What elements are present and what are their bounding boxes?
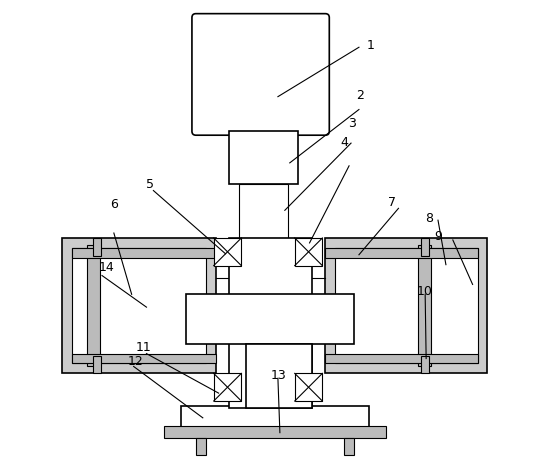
Bar [214, 238, 241, 266]
Bar [214, 373, 241, 401]
Bar [62, 238, 216, 373]
Bar [164, 426, 386, 438]
Bar [229, 131, 298, 184]
Bar [295, 238, 322, 266]
Text: 12: 12 [127, 354, 143, 368]
Text: 13: 13 [270, 370, 286, 382]
Bar [418, 245, 431, 366]
Bar [421, 238, 429, 256]
Text: 14: 14 [98, 261, 114, 274]
Bar [344, 438, 354, 455]
Text: 9: 9 [434, 229, 442, 243]
Bar [295, 373, 322, 401]
Text: 5: 5 [147, 178, 155, 191]
Text: 10: 10 [417, 285, 433, 297]
Bar [246, 344, 312, 408]
Bar [239, 184, 288, 238]
Text: 11: 11 [136, 340, 151, 354]
Bar [325, 248, 478, 258]
Bar [335, 248, 478, 363]
Bar [72, 248, 206, 363]
Bar [87, 245, 100, 366]
Bar [421, 355, 429, 373]
Text: 7: 7 [388, 196, 396, 209]
Text: 4: 4 [340, 136, 348, 149]
Bar [325, 354, 478, 363]
Bar [93, 355, 101, 373]
FancyBboxPatch shape [192, 14, 329, 135]
Bar [325, 238, 487, 373]
Bar [72, 248, 216, 258]
Bar [72, 354, 216, 363]
Bar [196, 438, 206, 455]
Text: 8: 8 [426, 212, 433, 225]
Bar [186, 295, 354, 344]
Text: 6: 6 [110, 198, 118, 211]
Text: 3: 3 [348, 117, 356, 130]
Bar [229, 238, 312, 408]
Text: 1: 1 [367, 39, 374, 52]
Text: 2: 2 [356, 89, 364, 101]
Bar [181, 406, 369, 428]
Bar [93, 238, 101, 256]
